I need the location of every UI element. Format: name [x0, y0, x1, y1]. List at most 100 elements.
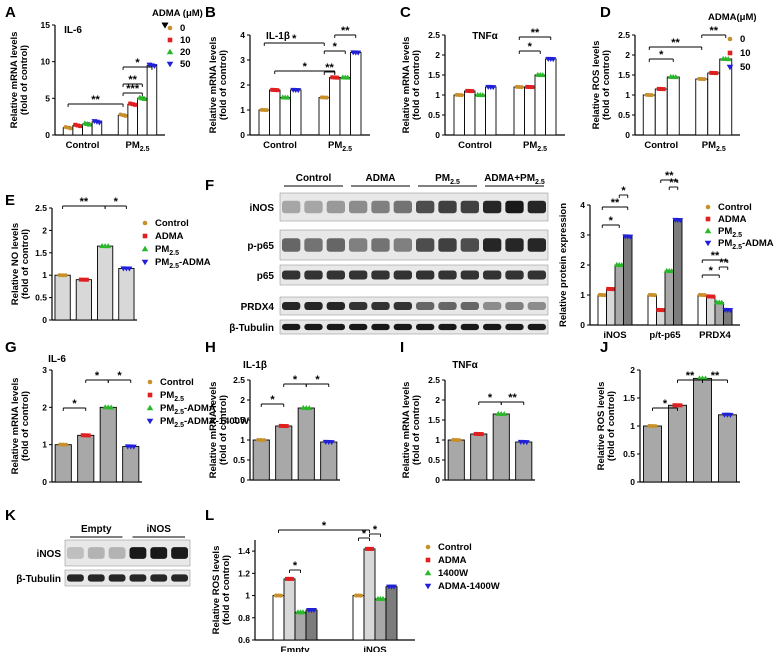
bar [99, 406, 117, 483]
bar [719, 58, 733, 136]
x-tick-label: Control [66, 140, 100, 151]
panel-label-B: B [205, 4, 216, 21]
bar [643, 425, 662, 483]
blot-band [505, 323, 524, 331]
data-point [459, 93, 464, 98]
bar [97, 245, 114, 321]
x-tick-label: PRDX4 [699, 330, 731, 341]
bar [664, 270, 674, 326]
chart-H: 0 0.5 1 1.5 2 2.5 Relative mRNA levels (fold of… [208, 360, 340, 485]
significance-label: * [292, 33, 297, 45]
data-point [602, 293, 607, 298]
blot-band [460, 323, 479, 331]
bar [693, 377, 712, 483]
bar [374, 598, 387, 641]
data-point [718, 299, 725, 305]
bar [470, 433, 488, 481]
data-point [130, 102, 135, 107]
data-point [550, 57, 557, 63]
data-point [81, 277, 86, 282]
blot-strip [279, 296, 549, 316]
y-axis-label: (fold of control) [606, 391, 617, 461]
y-tick-label: 1 [240, 435, 245, 445]
y-axis-label: (fold of control) [221, 555, 232, 625]
legend-marker [704, 240, 712, 247]
data-point [105, 243, 112, 249]
data-point [702, 375, 709, 381]
chart-G: 0 1 2 3 Relative mRNA levels (fold of control… [10, 354, 142, 487]
data-point [656, 307, 661, 312]
bar [117, 114, 129, 136]
legend-marker [705, 204, 711, 210]
data-point [328, 440, 335, 446]
blot-band [460, 301, 479, 311]
significance-label: * [709, 265, 714, 277]
legend-marker [166, 61, 174, 68]
y-tick-label: 0 [42, 315, 47, 325]
legend-marker [727, 50, 733, 56]
significance-label: ** [508, 392, 517, 404]
blot-band [67, 547, 84, 559]
data-point [530, 85, 535, 90]
data-point [727, 412, 734, 418]
blot-band [67, 574, 84, 582]
data-point [281, 424, 286, 428]
data-point [380, 595, 386, 601]
significance-label: ** [671, 37, 680, 49]
legend-label: Control [155, 218, 189, 229]
data-point [284, 94, 291, 100]
bar [385, 586, 398, 641]
data-point [702, 77, 707, 82]
panel-label-F: F [205, 177, 214, 194]
data-point [539, 72, 546, 78]
chart-L: 0.6 0.8 1 1.2 1.4 Relative ROS levels (fold of… [211, 520, 415, 652]
panel-label-I: I [400, 339, 404, 356]
y-axis-label: (fold of control) [411, 395, 422, 465]
y-tick-label: 4 [580, 200, 585, 210]
bar [464, 90, 476, 136]
blot-band [326, 270, 345, 280]
legend-marker [142, 233, 148, 239]
blot-band [527, 301, 546, 311]
blot-band [460, 270, 479, 280]
blot-row-label: β-Tubulin [229, 323, 274, 334]
bar [513, 86, 525, 136]
significance-label: ** [91, 94, 100, 106]
y-axis-label: (fold of control) [20, 391, 31, 461]
blot-band [438, 323, 457, 331]
bar [447, 439, 465, 481]
x-tick-label: Control [458, 140, 492, 151]
western-blot-F: Control ADMA PM2.5​ ADMA+PM2.5​ iNOS p-p65 p65… [229, 173, 549, 335]
bar [707, 72, 721, 136]
legend-marker [424, 583, 432, 590]
bar [54, 274, 71, 321]
blot-band [171, 547, 188, 559]
bar [75, 279, 92, 321]
bar [656, 309, 666, 326]
y-tick-label: 0 [435, 475, 440, 485]
chart-J: 0 0.5 1 1.5 2 Relative ROS levels (fold of con… [596, 365, 740, 487]
legend-label: PM2.5​-ADMA-1400W [160, 416, 249, 429]
bar [294, 611, 307, 641]
data-point [677, 218, 684, 224]
y-axis-label: Relative mRNA levels [9, 32, 20, 129]
data-point [678, 403, 683, 408]
y-axis-label: Relative NO levels [10, 223, 21, 305]
y-tick-label: 1 [580, 290, 585, 300]
y-tick-label: 10 [41, 57, 51, 67]
blot-strip [279, 319, 549, 335]
x-tick-label: Empty [280, 645, 310, 652]
panel-label-H: H [205, 339, 216, 356]
y-tick-label: 0.5 [35, 293, 47, 303]
y-axis-label: (fold of control) [218, 50, 229, 120]
significance-label: ** [686, 370, 695, 382]
panel-label-K: K [5, 507, 16, 524]
y-tick-label: 2 [435, 50, 440, 60]
data-point [272, 88, 277, 92]
y-tick-label: 2 [240, 80, 245, 90]
data-point [661, 308, 666, 313]
data-point [133, 102, 138, 107]
blot-band [108, 547, 126, 559]
